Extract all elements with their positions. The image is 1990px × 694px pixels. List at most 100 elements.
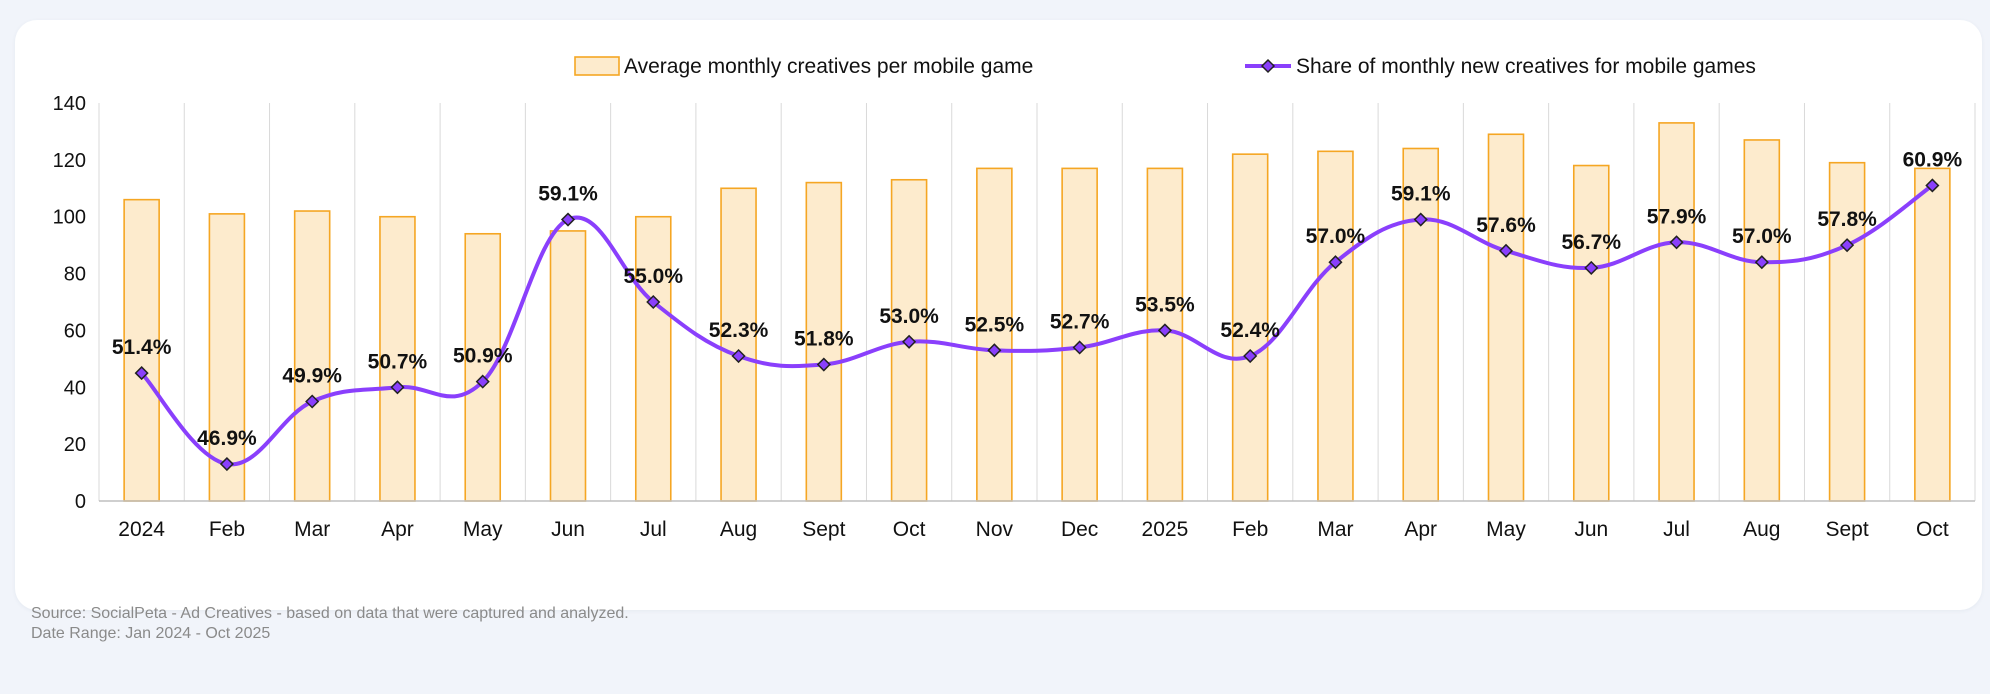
data-label: 53.0%	[879, 305, 939, 328]
x-tick-label: Aug	[1743, 518, 1780, 541]
data-label: 59.1%	[1391, 183, 1451, 206]
line-marker	[1669, 235, 1684, 250]
data-label: 52.7%	[1050, 310, 1110, 333]
data-label: 49.9%	[282, 365, 342, 388]
x-tick-label: Jul	[1663, 518, 1690, 541]
legend-line-marker	[1260, 58, 1276, 74]
data-label: 50.9%	[453, 345, 513, 368]
line-marker	[1328, 255, 1343, 270]
line-marker	[1584, 260, 1599, 275]
data-label: 57.0%	[1306, 225, 1366, 248]
x-tick-label: Mar	[1317, 518, 1353, 541]
line-marker	[816, 357, 831, 372]
bar	[976, 167, 1013, 502]
y-tick-label: 100	[53, 207, 86, 229]
date-range-note: Date Range: Jan 2024 - Oct 2025	[31, 625, 271, 642]
data-label: 57.0%	[1732, 225, 1792, 248]
bar	[1317, 150, 1354, 502]
data-label: 56.7%	[1561, 231, 1621, 254]
data-label: 55.0%	[623, 265, 683, 288]
bar	[1402, 147, 1440, 502]
chart-card: 0 20 40 60 80 100 120 140 2024 Feb Mar Apr May Jun Jul…	[15, 20, 1982, 610]
data-label: 57.9%	[1647, 205, 1707, 228]
data-label: 52.4%	[1220, 319, 1280, 342]
line-marker	[305, 394, 320, 409]
data-label: 57.8%	[1817, 208, 1877, 231]
y-tick-label: 60	[64, 320, 86, 342]
line-marker	[1840, 238, 1855, 253]
data-label: 52.3%	[709, 319, 769, 342]
line-marker	[1413, 212, 1428, 227]
bar	[1487, 133, 1525, 502]
x-tick-label: Apr	[1404, 518, 1437, 541]
bar	[208, 213, 246, 502]
bar	[1743, 139, 1781, 502]
x-tick-label: Dec	[1061, 518, 1098, 541]
x-tick-label: 2024	[118, 518, 165, 541]
x-tick-label: May	[463, 518, 503, 541]
legend-bar-label: Average monthly creatives per mobile gam…	[624, 55, 1033, 78]
line-marker	[1072, 340, 1087, 355]
line-marker	[1925, 178, 1940, 193]
x-tick-label: Aug	[720, 518, 757, 541]
data-label: 53.5%	[1135, 293, 1195, 316]
bar	[379, 215, 416, 502]
line-marker	[560, 212, 576, 227]
x-tick-label: Oct	[893, 518, 926, 541]
y-tick-label: 40	[64, 377, 86, 399]
line-marker	[475, 374, 490, 389]
bar	[1231, 153, 1269, 502]
bar	[123, 198, 160, 502]
bar	[1914, 167, 1951, 502]
footer: Source: SocialPeta - Ad Creatives - base…	[31, 604, 629, 644]
data-label: 51.4%	[112, 336, 172, 359]
line-marker	[1157, 323, 1172, 338]
legend-line-label: Share of monthly new creatives for mobil…	[1296, 55, 1756, 78]
x-tick-label: Jul	[640, 518, 667, 541]
line-marker	[1498, 243, 1514, 258]
data-label: 60.9%	[1903, 148, 1963, 171]
x-tick-label: Sept	[802, 518, 845, 541]
x-tick-label: Jun	[1574, 518, 1608, 541]
x-tick-label: 2025	[1142, 518, 1189, 541]
bar	[1658, 122, 1695, 502]
bar	[549, 230, 587, 502]
x-tick-label: Apr	[381, 518, 414, 541]
line-marker	[987, 343, 1002, 358]
x-tick-label: May	[1486, 518, 1526, 541]
line-marker	[731, 348, 746, 364]
y-tick-label: 140	[53, 93, 86, 115]
bar	[720, 187, 757, 502]
bar	[1828, 161, 1866, 502]
y-tick-label: 20	[64, 434, 86, 456]
y-tick-label: 80	[64, 264, 86, 286]
bar	[1572, 164, 1610, 502]
data-label: 51.8%	[794, 328, 854, 351]
line-marker	[219, 456, 234, 472]
line-marker	[1243, 348, 1258, 364]
x-tick-label: Feb	[209, 518, 245, 541]
source-note: Source: SocialPeta - Ad Creatives - base…	[31, 605, 629, 622]
x-tick-label: Feb	[1232, 518, 1268, 541]
x-tick-label: Oct	[1916, 518, 1949, 541]
y-tick-label: 0	[75, 491, 86, 513]
x-tick-label: Mar	[294, 518, 330, 541]
bar	[293, 210, 331, 502]
line-marker	[646, 294, 661, 310]
data-label: 52.5%	[965, 313, 1025, 336]
y-tick-label: 120	[53, 150, 86, 172]
x-tick-label: Jun	[551, 518, 585, 541]
data-label: 46.9%	[197, 427, 257, 450]
data-label: 59.1%	[538, 183, 598, 206]
chart: 0 20 40 60 80 100 120 140 2024 Feb Mar Apr May Jun Jul…	[53, 55, 1976, 541]
line-marker	[1754, 255, 1769, 270]
data-label: 50.7%	[368, 350, 428, 373]
legend-bar-swatch	[574, 56, 620, 76]
x-tick-label: Nov	[976, 518, 1014, 541]
line-marker	[902, 334, 917, 349]
line-marker	[390, 380, 405, 395]
x-tick-label: Sept	[1825, 518, 1868, 541]
line-marker	[134, 366, 149, 381]
data-label: 57.6%	[1476, 214, 1536, 237]
bar	[634, 215, 672, 502]
